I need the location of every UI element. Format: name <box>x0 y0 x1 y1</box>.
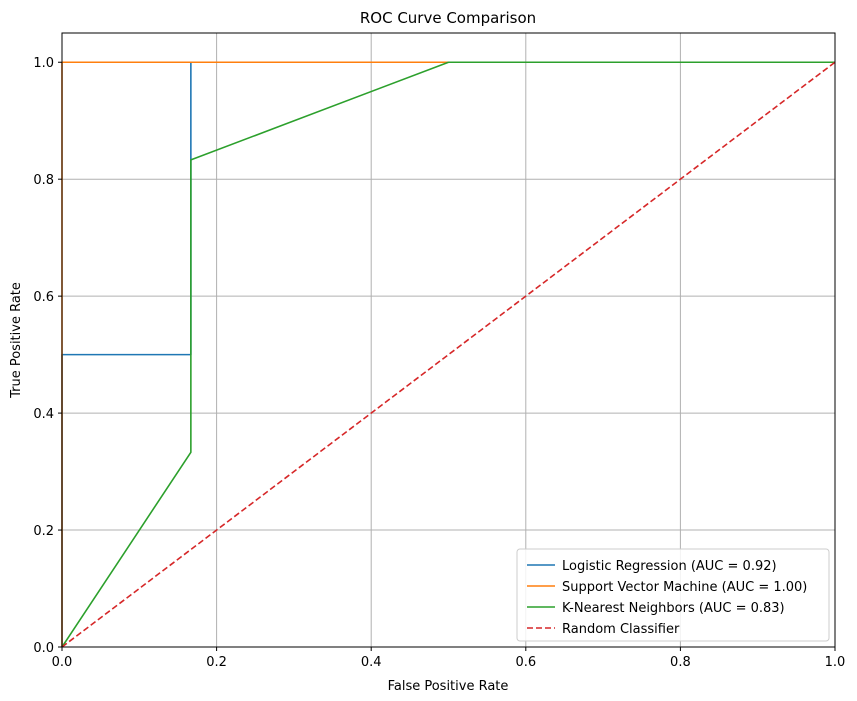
x-tick-label: 0.4 <box>361 655 382 670</box>
legend-label-2: K-Nearest Neighbors (AUC = 0.83) <box>562 601 785 616</box>
y-tick-label: 0.2 <box>33 524 54 539</box>
y-tick-label: 1.0 <box>33 56 54 71</box>
legend-box <box>516 548 830 642</box>
legend-label-0: Logistic Regression (AUC = 0.92) <box>562 559 777 574</box>
axis-ticks: 0.0 0.2 0.4 0.6 0.8 1.0 0.0 0.2 0.4 0.6 0.8 1.0 <box>33 56 845 670</box>
legend: Logistic Regression (AUC = 0.92) Support … <box>516 548 830 642</box>
plot-frame <box>61 32 836 648</box>
x-tick-label: 0.2 <box>206 655 227 670</box>
y-tick-label: 0.6 <box>33 290 54 305</box>
x-tick-label: 1.0 <box>825 655 846 670</box>
x-tick-label: 0.6 <box>515 655 536 670</box>
y-tick-label: 0.8 <box>33 173 54 188</box>
x-tick-label: 0.0 <box>52 655 73 670</box>
y-tick-label: 0.0 <box>33 641 54 656</box>
y-tick-label: 0.4 <box>33 407 54 422</box>
x-tick-label: 0.8 <box>670 655 691 670</box>
legend-label-3: Random Classifier <box>562 622 680 637</box>
legend-label-1: Support Vector Machine (AUC = 1.00) <box>562 580 807 595</box>
chart-title: ROC Curve Comparison <box>360 9 536 27</box>
y-axis-label: True Positive Rate <box>9 282 24 399</box>
x-axis-label: False Positive Rate <box>388 679 509 694</box>
series-line-2 <box>61 61 835 648</box>
